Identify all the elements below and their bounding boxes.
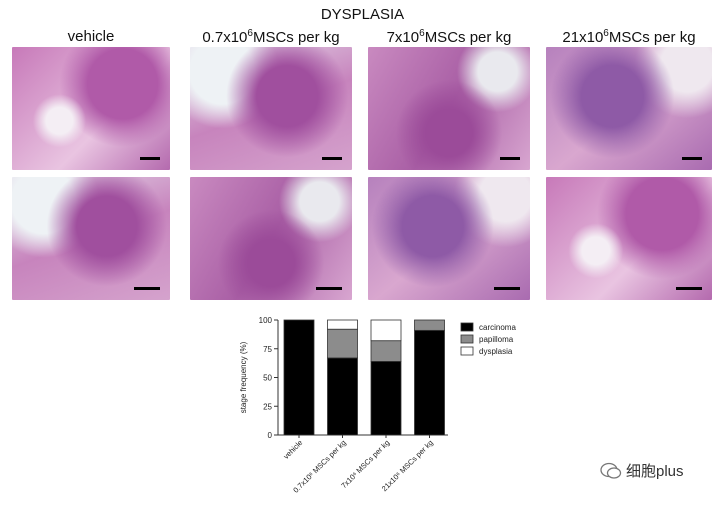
histology-image (190, 177, 352, 300)
legend-label-papilloma: papilloma (479, 335, 514, 344)
y-tick-label: 25 (263, 402, 272, 411)
legend-label-dysplasia: dysplasia (479, 347, 513, 356)
bar-dysplasia (327, 319, 358, 330)
scale-bar (676, 287, 702, 290)
scale-bar (322, 157, 342, 160)
column-label-7: 7x106MSCs per kg (386, 28, 512, 46)
column-label-0.7: 0.7x106MSCs per kg (202, 28, 340, 46)
bar-carcinoma (283, 319, 315, 436)
histology-image (546, 47, 712, 170)
legend-label-carcinoma: carcinoma (479, 323, 516, 332)
x-tick-label: vehicle (282, 438, 305, 461)
watermark: 细胞plus (600, 460, 684, 481)
scale-bar (134, 287, 160, 290)
histology-image (368, 47, 530, 170)
histology-image (368, 177, 530, 300)
bar-carcinoma (370, 361, 402, 436)
scale-bar (316, 287, 342, 290)
histology-image (12, 177, 170, 300)
histology-image (546, 177, 712, 300)
bar-papilloma (370, 340, 402, 362)
scale-bar (500, 157, 520, 160)
y-tick-label: 0 (268, 431, 273, 440)
scale-bar (140, 157, 160, 160)
bar-papilloma (327, 328, 358, 359)
scale-bar (494, 287, 520, 290)
legend-swatch-dysplasia (460, 346, 474, 356)
bar-dysplasia (370, 319, 402, 342)
column-label-vehicle: vehicle (67, 28, 115, 45)
scale-bar (682, 157, 702, 160)
y-tick-label: 50 (263, 374, 272, 383)
y-tick-label: 100 (259, 316, 273, 325)
column-label-21: 21x106MSCs per kg (562, 28, 696, 46)
figure-title: DYSPLASIA (320, 6, 405, 23)
wechat-icon (600, 462, 622, 479)
y-tick-label: 75 (263, 345, 272, 354)
bar-papilloma (414, 319, 445, 331)
histology-image (190, 47, 352, 170)
y-axis-label: stage frequency (%) (239, 341, 248, 413)
bar-carcinoma (414, 329, 445, 436)
legend-swatch-papilloma (460, 334, 474, 344)
legend-swatch-carcinoma (460, 322, 474, 332)
bar-carcinoma (327, 357, 358, 436)
histology-image (12, 47, 170, 170)
